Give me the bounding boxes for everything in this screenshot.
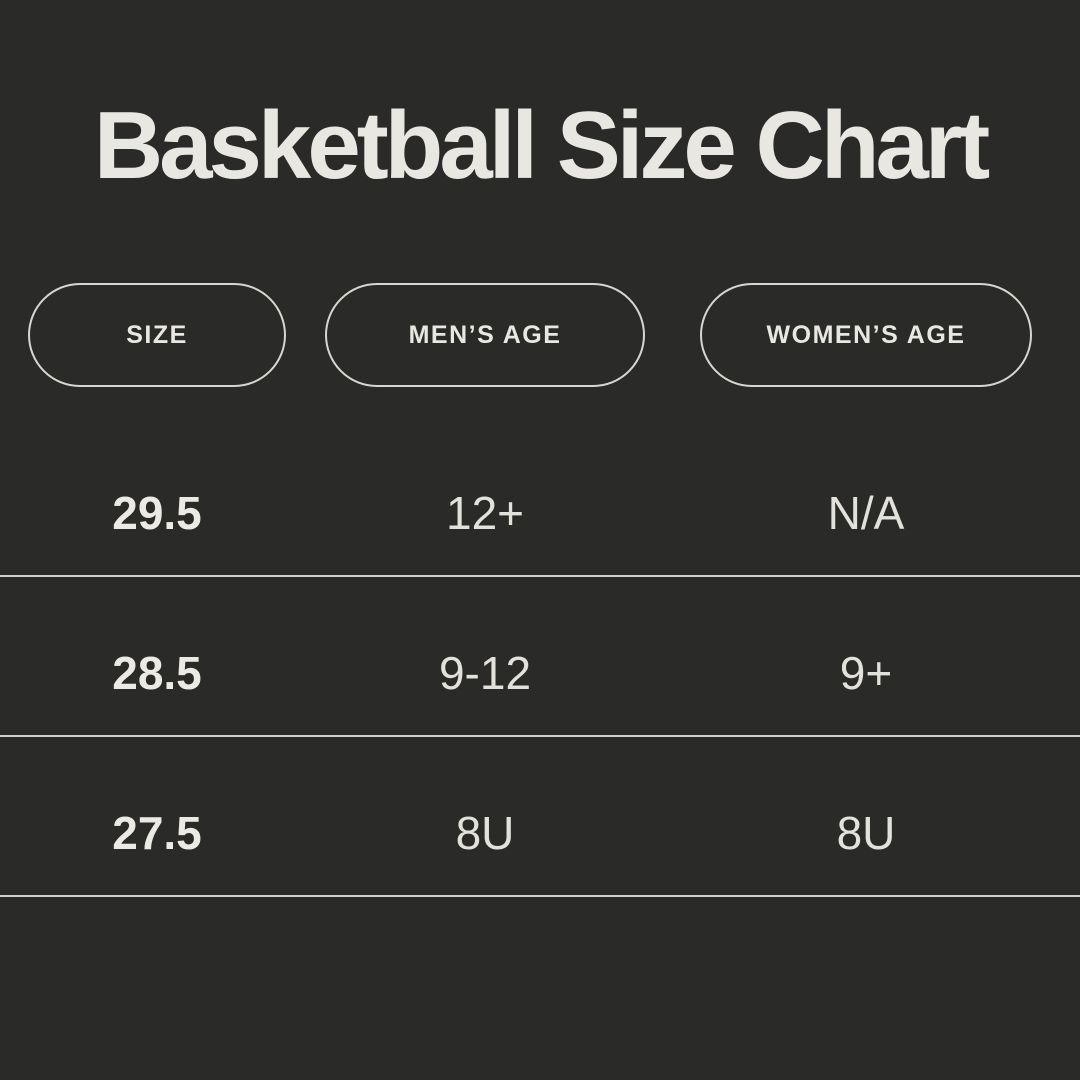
page-title: Basketball Size Chart	[93, 92, 990, 199]
column-header-womens-age: WOMEN’S AGE	[700, 283, 1032, 387]
cell-size: 28.5	[112, 647, 202, 699]
cell-mens-age: 12+	[445, 487, 525, 539]
cell-size: 29.5	[112, 487, 202, 539]
cell-womens-age: N/A	[827, 487, 905, 539]
cell-size: 27.5	[112, 807, 202, 859]
table-row: 27.5 8U 8U	[0, 737, 1080, 897]
column-header-mens-age: MEN’S AGE	[325, 283, 645, 387]
cell-mens-age: 9-12	[438, 647, 532, 699]
cell-womens-age: 9+	[839, 647, 893, 699]
table-row: 28.5 9-12 9+	[0, 577, 1080, 737]
column-header-womens-age-label: WOMEN’S AGE	[766, 320, 966, 349]
table-row: 29.5 12+ N/A	[0, 417, 1080, 577]
cell-mens-age: 8U	[455, 807, 515, 859]
column-header-size-label: SIZE	[126, 320, 188, 349]
size-table: 29.5 12+ N/A 28.5 9-12 9+ 27.5 8U 8U	[0, 417, 1080, 897]
cell-womens-age: 8U	[836, 807, 896, 859]
table-header: SIZE MEN’S AGE WOMEN’S AGE	[0, 283, 1080, 387]
column-header-size: SIZE	[28, 283, 286, 387]
column-header-mens-age-label: MEN’S AGE	[408, 320, 562, 349]
